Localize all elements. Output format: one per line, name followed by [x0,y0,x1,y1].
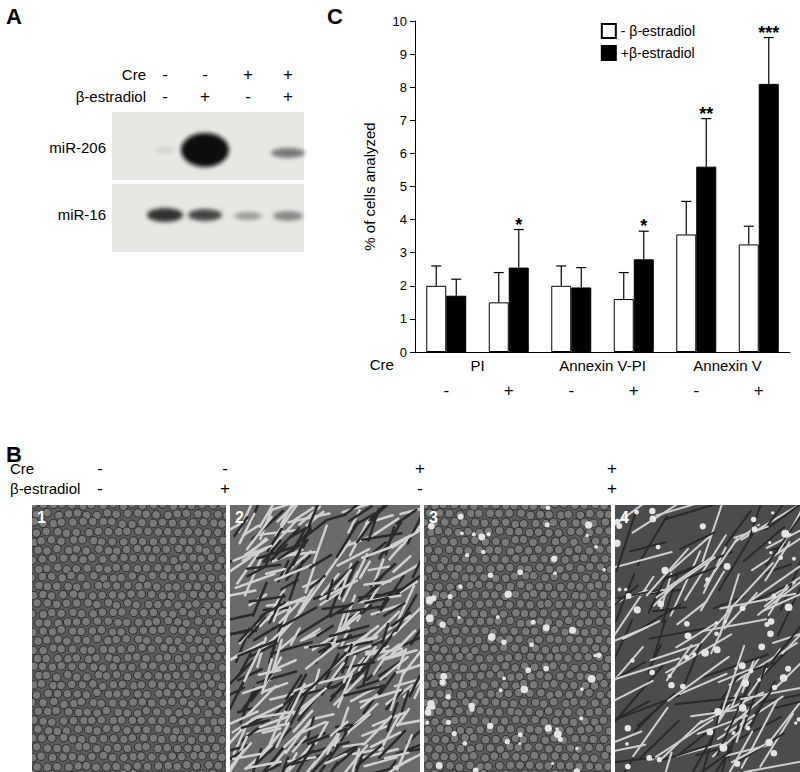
svg-text:Annexin V: Annexin V [693,357,761,374]
svg-text:-: - [245,87,251,106]
svg-text:*: * [515,215,522,235]
svg-text:4: 4 [620,509,629,526]
svg-text:C: C [327,4,343,29]
svg-text:+: + [415,459,425,478]
svg-text:9: 9 [400,47,407,62]
svg-text:3: 3 [400,245,407,260]
svg-text:Cre: Cre [122,66,146,83]
svg-text:-: - [162,65,168,84]
svg-text:+: + [607,479,617,498]
svg-text:-: - [97,459,103,478]
svg-text:2: 2 [235,509,244,526]
svg-text:1: 1 [400,311,407,326]
svg-text:- β-estradiol: - β-estradiol [621,23,695,39]
svg-text:Annexin V-PI: Annexin V-PI [559,357,646,374]
svg-text:+: + [607,459,617,478]
svg-text:+: + [283,65,293,84]
svg-text:7: 7 [400,113,407,128]
svg-text:+: + [754,381,764,400]
svg-text:% of cells analyzed: % of cells analyzed [361,122,378,250]
svg-text:-: - [97,479,103,498]
svg-text:-: - [202,65,208,84]
svg-text:*: * [640,216,647,236]
svg-text:+: + [220,479,230,498]
svg-text:5: 5 [400,179,407,194]
svg-text:0: 0 [400,345,407,360]
svg-text:**: ** [699,104,713,124]
svg-text:-: - [417,479,423,498]
svg-text:miR-16: miR-16 [58,206,106,223]
svg-text:-: - [568,381,574,400]
svg-text:β-estradiol: β-estradiol [10,480,80,497]
svg-text:8: 8 [400,80,407,95]
svg-text:PI: PI [470,357,484,374]
svg-text:***: *** [758,23,779,43]
svg-text:-: - [222,459,228,478]
svg-text:miR-206: miR-206 [49,139,106,156]
svg-text:10: 10 [393,14,407,29]
svg-text:-: - [693,381,699,400]
svg-text:Cre: Cre [10,460,34,477]
svg-text:6: 6 [400,146,407,161]
svg-text:Cre: Cre [370,356,394,373]
svg-text:+: + [243,65,253,84]
svg-text:+β-estradiol: +β-estradiol [621,45,695,61]
svg-text:2: 2 [400,278,407,293]
svg-text:4: 4 [400,212,407,227]
svg-text:1: 1 [37,509,46,526]
svg-text:+: + [200,87,210,106]
svg-text:β-estradiol: β-estradiol [76,88,146,105]
svg-text:-: - [162,87,168,106]
svg-text:+: + [283,87,293,106]
svg-text:+: + [629,381,639,400]
svg-text:+: + [504,381,514,400]
svg-text:A: A [6,4,22,29]
svg-text:-: - [443,381,449,400]
svg-text:B: B [6,442,22,467]
svg-text:3: 3 [429,509,438,526]
